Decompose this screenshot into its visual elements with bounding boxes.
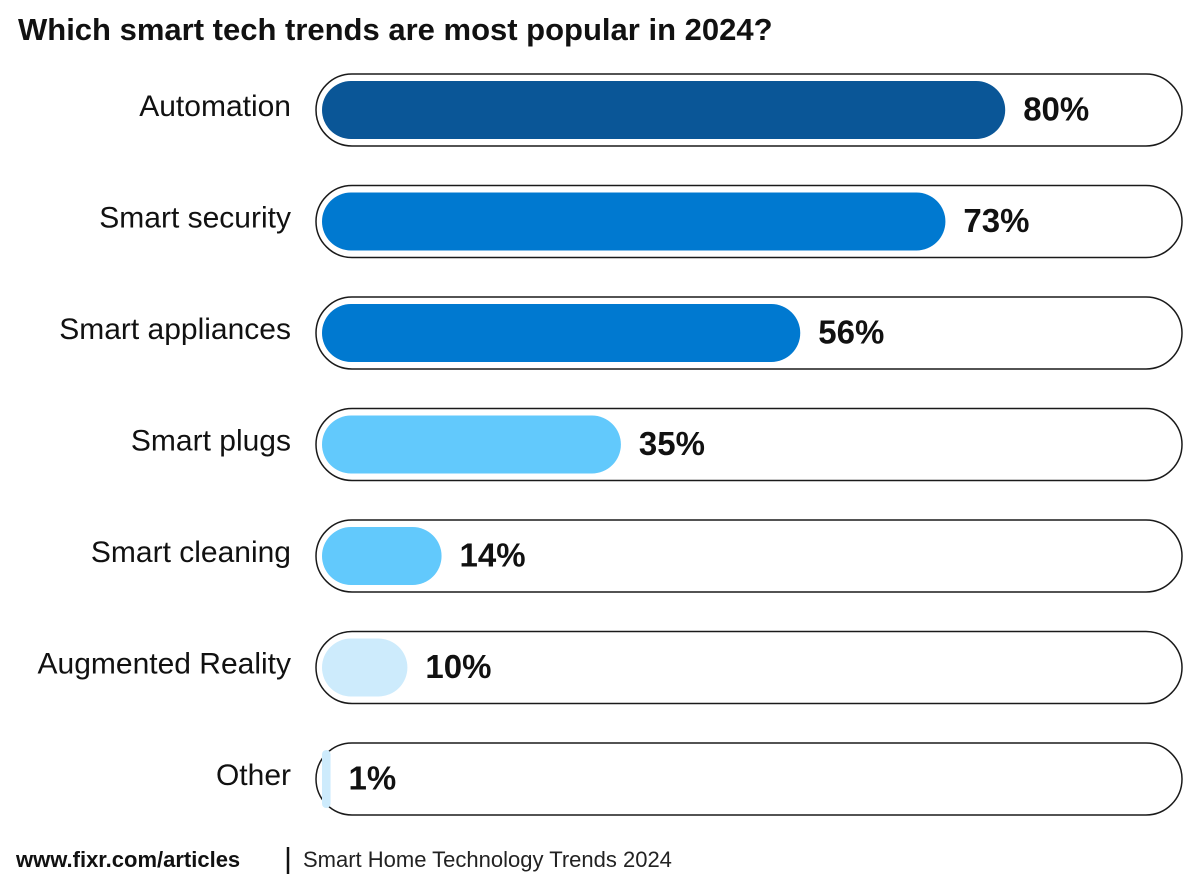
category-label: Smart cleaning <box>91 536 291 569</box>
bar <box>322 638 408 697</box>
bar <box>322 415 621 474</box>
track <box>315 519 1183 593</box>
footnote: Smart Home Technology Trends 2024 <box>303 847 672 872</box>
track <box>315 630 1183 705</box>
track <box>315 742 1183 816</box>
value-label: 1% <box>349 760 397 797</box>
chart-title: Which smart tech trends are most popular… <box>18 12 773 47</box>
bar <box>322 304 801 362</box>
value-label: 14% <box>460 537 526 574</box>
source: www.fixr.com/articles <box>15 847 240 872</box>
value-label: 80% <box>1023 91 1089 128</box>
category-label: Augmented Reality <box>38 647 291 680</box>
category-label: Smart plugs <box>131 424 291 457</box>
bar <box>322 192 946 251</box>
category-label: Smart security <box>99 201 291 234</box>
bar <box>322 750 331 808</box>
bar <box>322 81 1006 139</box>
value-label: 10% <box>425 648 491 685</box>
value-label: 56% <box>818 314 884 351</box>
value-label: 35% <box>639 425 705 462</box>
value-label: 73% <box>963 202 1029 239</box>
category-label: Other <box>216 759 291 792</box>
bar <box>322 527 442 585</box>
category-label: Automation <box>139 90 291 123</box>
category-label: Smart appliances <box>59 313 291 346</box>
